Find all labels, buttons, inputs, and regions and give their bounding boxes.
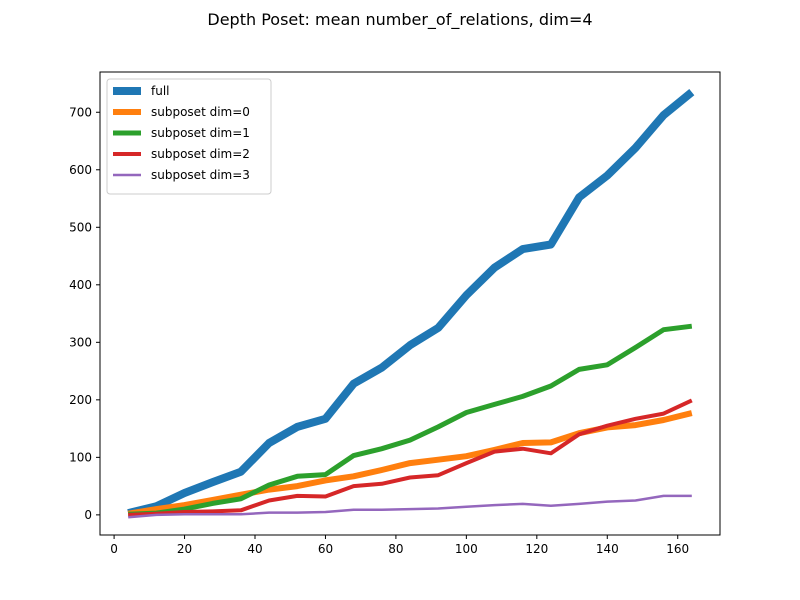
x-tick-label: 20: [177, 542, 192, 556]
legend-label-4: subposet dim=3: [151, 168, 250, 182]
series-line-1: [127, 410, 693, 517]
legend-box: [106, 78, 272, 195]
plot-lines: [127, 89, 695, 519]
y-tick-label: 0: [84, 508, 92, 522]
chart-title: Depth Poset: mean number_of_relations, d…: [207, 10, 593, 29]
y-tick-label: 400: [69, 278, 92, 292]
y-tick-label: 100: [69, 450, 92, 464]
x-axis: 0 20 40 60 80 100 120 140 160: [110, 535, 689, 556]
y-tick-label: 500: [69, 220, 92, 234]
x-tick-label: 80: [388, 542, 403, 556]
series-line-0: [127, 89, 695, 517]
x-tick-label: 120: [525, 542, 548, 556]
x-tick-label: 40: [247, 542, 262, 556]
x-tick-label: 140: [596, 542, 619, 556]
y-tick-label: 700: [69, 105, 92, 119]
legend-label-2: subposet dim=1: [151, 126, 250, 140]
series-line-2: [128, 323, 693, 517]
y-tick-label: 600: [69, 163, 92, 177]
x-tick-label: 60: [318, 542, 333, 556]
legend-label-1: subposet dim=0: [151, 105, 250, 119]
y-tick-label: 300: [69, 335, 92, 349]
legend-label-3: subposet dim=2: [151, 147, 250, 161]
plot-frame: [99, 71, 721, 536]
series-line-4: [128, 494, 692, 519]
y-tick-label: 200: [69, 393, 92, 407]
series-line-3: [128, 398, 693, 517]
x-tick-label: 160: [666, 542, 689, 556]
x-tick-label: 0: [110, 542, 118, 556]
x-tick-label: 100: [455, 542, 478, 556]
legend: full subposet dim=0 subposet dim=1 subposet…: [106, 78, 272, 195]
legend-label-0: full: [151, 84, 170, 98]
y-axis: 0 100 200 300 400 500 600 700: [69, 105, 100, 522]
